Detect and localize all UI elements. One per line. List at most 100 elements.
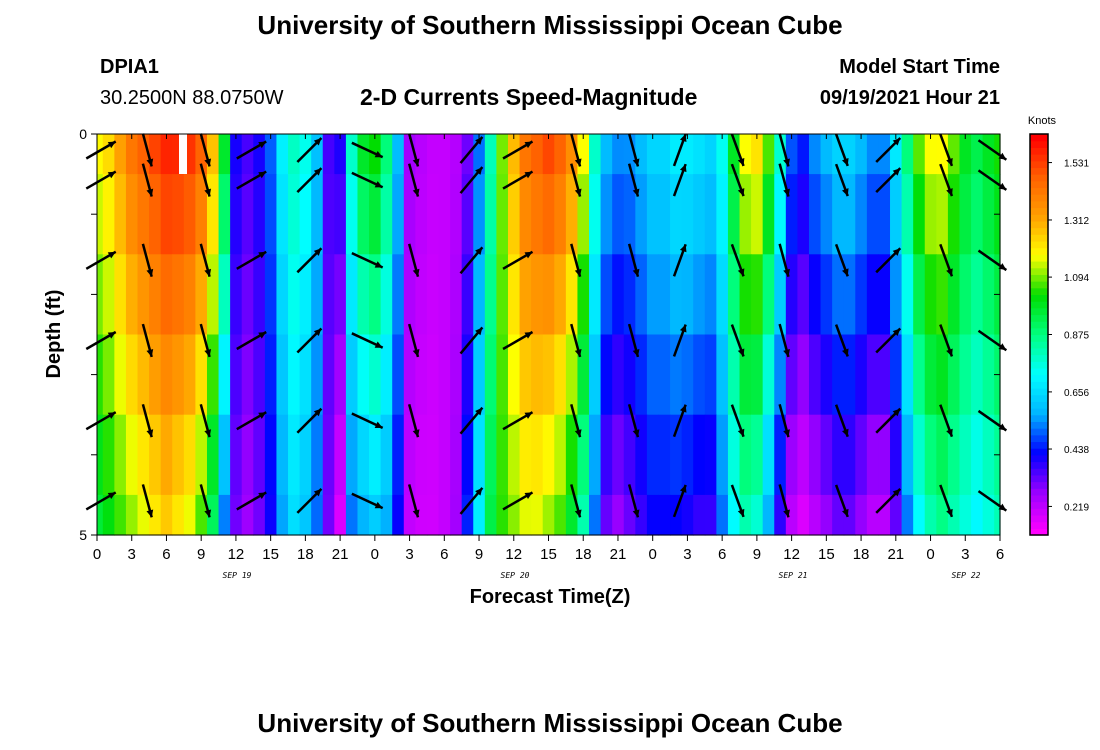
heatmap-cell (461, 494, 474, 536)
colorbar-segment (1030, 154, 1048, 162)
heatmap-cell (519, 334, 532, 416)
heatmap-cell (392, 254, 405, 336)
x-tick-label: 0 (93, 546, 101, 563)
heatmap-cell (901, 494, 914, 536)
heatmap-cell (426, 334, 440, 416)
heatmap-cell (751, 334, 764, 416)
heatmap-cell (357, 174, 370, 255)
heatmap-cell (565, 174, 579, 255)
colorbar-segment (1030, 234, 1048, 242)
current-vector-head (313, 168, 322, 176)
heatmap-cell (253, 174, 266, 255)
heatmap-cell (114, 494, 127, 536)
current-vector-head (204, 158, 212, 167)
current-vector-head (313, 137, 322, 146)
heatmap-cell (276, 414, 289, 496)
heatmap-cell (149, 134, 162, 175)
heatmap-cell (403, 174, 416, 255)
heatmap-cell (125, 174, 139, 255)
heatmap-cell (230, 414, 243, 496)
heatmap-cell (565, 494, 579, 536)
colorbar-segment (1030, 508, 1048, 516)
x-tick-label: 3 (405, 546, 413, 563)
heatmap-cell (693, 334, 706, 416)
current-vector-head (737, 188, 745, 197)
heatmap-cell (345, 334, 359, 416)
heatmap-cell (901, 254, 914, 336)
current-vector-head (107, 332, 116, 339)
colorbar-segment (1030, 361, 1048, 369)
heatmap-cell (426, 174, 440, 255)
heatmap-cell (658, 414, 671, 496)
colorbar-segment (1030, 194, 1048, 202)
heatmap-cell (832, 254, 845, 336)
heatmap-cell (565, 414, 579, 496)
current-vector-head (679, 164, 687, 173)
heatmap-cell (172, 414, 185, 496)
heatmap-cell (913, 134, 926, 175)
heatmap-cell (102, 494, 115, 536)
heatmap-cell (820, 254, 833, 336)
heatmap-cell (415, 494, 428, 536)
x-tick-label: 9 (753, 546, 761, 563)
heatmap-cell (264, 254, 278, 336)
heatmap-cell (392, 414, 405, 496)
colorbar-segment (1030, 514, 1048, 523)
current-vector-head (204, 188, 212, 197)
colorbar-segment (1030, 314, 1048, 322)
current-vector-head (146, 268, 154, 277)
heatmap-cell (727, 334, 741, 416)
heatmap-cell (519, 174, 532, 255)
heatmap-cell (797, 254, 810, 336)
heatmap-cell (160, 134, 173, 175)
heatmap-cell (600, 334, 613, 416)
heatmap-cell (450, 494, 463, 536)
heatmap-cell (507, 414, 521, 496)
heatmap-cell (450, 334, 463, 416)
x-tick-label: 0 (926, 546, 934, 563)
heatmap-cell (299, 254, 312, 336)
station-id: DPIA1 (100, 56, 159, 78)
heatmap-cell (206, 334, 220, 416)
colorbar-segment (1030, 441, 1048, 449)
heatmap-cell (947, 174, 961, 255)
heatmap-cell (600, 174, 613, 255)
heatmap-cell (623, 254, 636, 336)
heatmap-cell (716, 494, 729, 536)
heatmap-cell (345, 414, 359, 496)
colorbar-segment (1030, 260, 1048, 269)
x-tick-label: 12 (228, 546, 245, 563)
current-vector-head (737, 428, 745, 437)
heatmap-cell (866, 334, 880, 416)
heatmap-cell (149, 414, 162, 496)
colorbar-segment (1030, 394, 1048, 402)
heatmap-cell (380, 254, 393, 336)
heatmap-cell (635, 494, 648, 536)
heatmap-cell (438, 174, 451, 255)
current-vector-head (679, 404, 687, 413)
heatmap-cell (531, 334, 544, 416)
heatmap-cell (183, 334, 197, 416)
heatmap-cell (380, 334, 393, 416)
heatmap-cell (484, 494, 498, 536)
colorbar-segment (1030, 341, 1048, 349)
heatmap-cell (565, 254, 579, 336)
heatmap-cell (577, 334, 590, 416)
current-vector-head (892, 408, 901, 417)
heatmap-cell (172, 254, 185, 336)
heatmap-cell (913, 174, 926, 255)
current-vector-head (313, 488, 322, 497)
heatmap-cell (473, 494, 486, 536)
heatmap-cell (635, 254, 648, 336)
current-vector-head (258, 492, 267, 500)
heatmap-cell (774, 414, 787, 496)
colorbar-label: 0.656 (1064, 388, 1089, 399)
colorbar-segment (1030, 307, 1048, 316)
colorbar-segment (1030, 140, 1048, 148)
heatmap-cell (345, 254, 359, 336)
heatmap-cell (473, 334, 486, 416)
colorbar-segment (1030, 354, 1048, 362)
heatmap-cell (334, 134, 347, 175)
heatmap-cell (241, 414, 254, 496)
heatmap-cell (392, 494, 405, 536)
